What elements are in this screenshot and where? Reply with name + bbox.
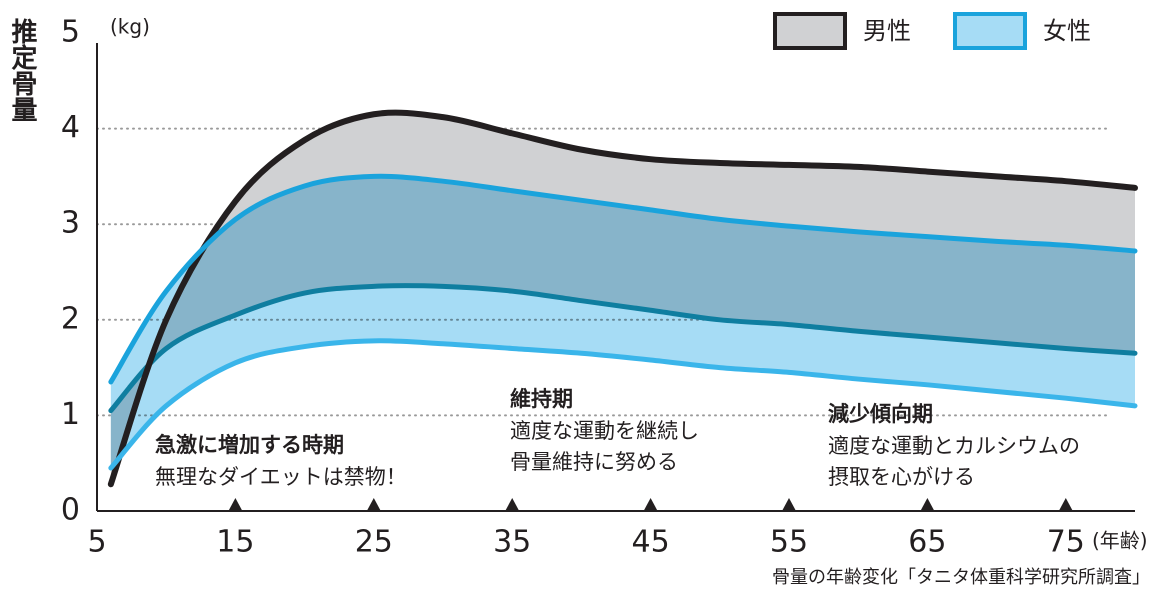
y-tick-label: 4 xyxy=(61,110,80,145)
y-tick-label: 3 xyxy=(61,206,80,241)
x-tick-label: 75 xyxy=(1047,525,1085,560)
x-tick-label: 55 xyxy=(770,525,808,560)
x-tick-label: 25 xyxy=(355,525,393,560)
legend-label: 男性 xyxy=(863,17,911,45)
y-axis-label-text: 推定骨量 xyxy=(7,18,37,122)
annotation-text: 骨量維持に努める xyxy=(510,450,678,474)
source: 骨量の年齢変化「タニタ体重科学研究所調査」 xyxy=(772,567,1150,588)
annotation-text: 無理なダイエットは禁物！ xyxy=(155,465,407,489)
x-tick-mark xyxy=(366,498,381,511)
legend-label: 女性 xyxy=(1043,17,1091,45)
x-tick-label: 35 xyxy=(493,525,531,560)
band-area xyxy=(110,176,1136,468)
lower-line xyxy=(108,283,1138,414)
x-unit: (年齢) xyxy=(1092,529,1148,553)
x-tick-label: 45 xyxy=(632,525,670,560)
y-tick-label: 2 xyxy=(61,301,80,336)
y-tick-label: 5 xyxy=(61,15,80,50)
y-tick-label: 1 xyxy=(61,397,80,432)
annotation-title: 急激に増加する時期 xyxy=(155,433,344,457)
y-unit: (kg) xyxy=(110,15,150,39)
x-tick-label: 5 xyxy=(87,525,106,560)
annotation-text: 摂取を心がける xyxy=(828,465,975,489)
lower-line xyxy=(108,338,1138,471)
y-axis-label: 推定骨量 xyxy=(7,18,37,122)
annotation-text: 適度な運動を継続し xyxy=(510,419,699,443)
x-tick-mark xyxy=(228,498,243,511)
x-tick-mark xyxy=(643,498,658,511)
y-tick-label: 0 xyxy=(61,493,80,528)
legend-swatch xyxy=(953,12,1027,50)
annotation-title: 減少傾向期 xyxy=(828,402,933,426)
x-tick-label: 65 xyxy=(908,525,946,560)
annotation-text: 適度な運動とカルシウムの xyxy=(828,434,1080,458)
x-tick-label: 15 xyxy=(216,525,254,560)
x-tick-mark xyxy=(505,498,520,511)
x-tick-mark xyxy=(1058,498,1073,511)
x-tick-mark xyxy=(782,498,796,511)
upper-line xyxy=(108,173,1138,385)
x-tick-mark xyxy=(920,498,935,511)
upper-line xyxy=(107,109,1138,488)
legend-swatch xyxy=(773,12,847,50)
annotation-title: 維持期 xyxy=(510,387,573,411)
